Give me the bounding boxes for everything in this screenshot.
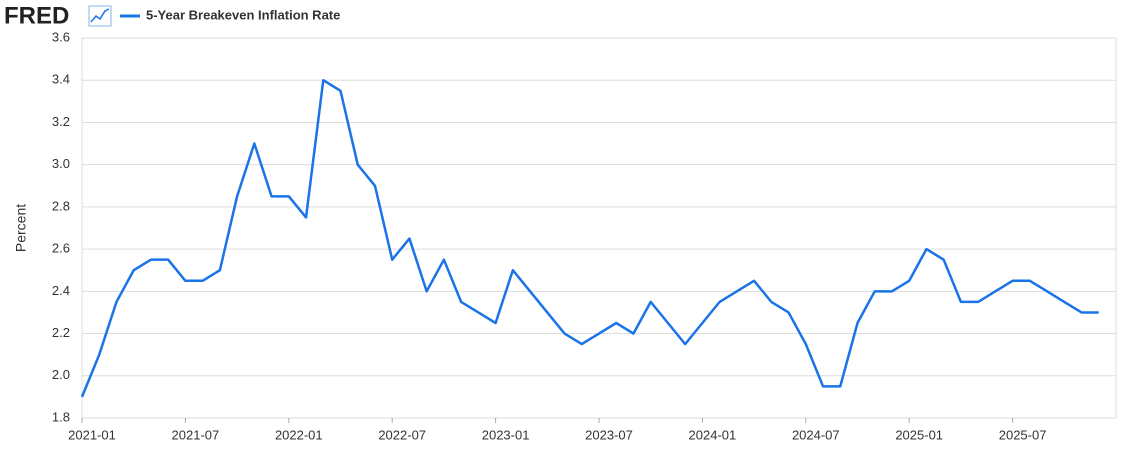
data-line	[80, 78, 1099, 398]
legend-label: 5-Year Breakeven Inflation Rate	[146, 7, 340, 22]
logo-icon	[88, 5, 112, 27]
x-tick-label: 2021-01	[68, 427, 116, 442]
y-tick-label: 1.8	[52, 409, 70, 424]
y-tick-label: 2.6	[52, 241, 70, 256]
y-tick-label: 3.6	[52, 29, 70, 44]
logo: FRED	[4, 2, 69, 29]
x-tick-label: 2021-07	[172, 427, 220, 442]
x-tick-label: 2025-07	[999, 427, 1047, 442]
x-tick-label: 2022-07	[378, 427, 426, 442]
y-axis-label: Percent	[13, 204, 29, 252]
x-tick-label: 2025-01	[895, 427, 943, 442]
y-tick-label: 2.8	[52, 198, 70, 213]
y-tick-label: 3.0	[52, 156, 70, 171]
plot-area	[81, 37, 1117, 419]
x-tick-label: 2023-07	[585, 427, 633, 442]
y-tick-label: 3.4	[52, 72, 70, 87]
y-tick-label: 2.4	[52, 283, 70, 298]
x-tick-label: 2024-01	[689, 427, 737, 442]
x-tick-label: 2023-01	[482, 427, 530, 442]
x-tick-label: 2022-01	[275, 427, 323, 442]
y-tick-label: 2.0	[52, 367, 70, 382]
y-tick-label: 3.2	[52, 114, 70, 129]
x-tick-label: 2024-07	[792, 427, 840, 442]
y-tick-label: 2.2	[52, 325, 70, 340]
